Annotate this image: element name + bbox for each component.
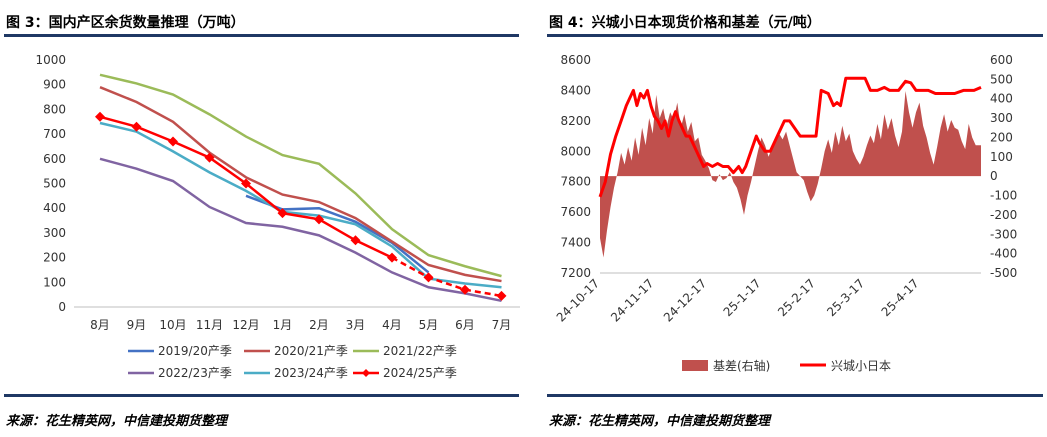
right-y-tick-label: 0 (990, 169, 998, 183)
series-marker (131, 121, 142, 132)
series-marker (168, 136, 178, 147)
legend-label: 2022/23产季 (158, 366, 232, 380)
legend-label: 2019/20产季 (158, 344, 232, 358)
y-tick-label: 1000 (35, 53, 66, 67)
x-tick-label: 8月 (90, 318, 110, 332)
series-line-dashed-5 (391, 256, 502, 298)
y-tick-label: 700 (43, 127, 66, 141)
legend-label: 2021/22产季 (383, 344, 457, 358)
series-line-4 (99, 121, 502, 289)
left-line-chart: 0 100 200 300 400 500 600 700 800 900 1000 8月 9月 10月 1… (35, 53, 520, 380)
right-y-tick-label: 400 (990, 92, 1013, 106)
y-tick-label: 400 (43, 201, 66, 215)
y-tick-label: 500 (43, 177, 66, 191)
y-tick-label: 900 (43, 78, 66, 92)
right-y-tick-label: -100 (990, 189, 1017, 203)
right-y-tick-label: -300 (990, 227, 1017, 241)
series-marker (277, 208, 288, 219)
right-y-tick-label: 200 (990, 130, 1013, 144)
x-tick-label: 24-12-17 (661, 276, 709, 324)
legend-label: 2024/25产季 (383, 366, 457, 380)
legend-label: 基差(右轴) (713, 358, 770, 373)
y-tick-label: 100 (43, 275, 66, 289)
right-y-tick-label: 600 (990, 53, 1013, 67)
x-tick-label: 3月 (346, 318, 366, 332)
right-y-tick-label: 500 (990, 72, 1013, 86)
left-y-tick-label: 7200 (560, 266, 591, 280)
x-tick-label: 7月 (492, 318, 512, 332)
series-line-1 (99, 86, 502, 283)
x-tick-label: 4月 (382, 318, 402, 332)
right-y-tick-label: -400 (990, 247, 1017, 261)
x-tick-label: 25-4-17 (879, 276, 922, 319)
x-tick-label: 25-2-17 (775, 276, 818, 319)
series-marker (95, 111, 105, 122)
left-y-tick-label: 7800 (560, 175, 591, 189)
x-tick-label: 9月 (127, 318, 147, 332)
right-combo-chart: 7200 7400 7600 7800 8000 8200 8400 8600 -500 -400… (554, 53, 1018, 373)
x-tick-label: 25-3-17 (824, 276, 867, 319)
x-tick-label: 2月 (309, 318, 329, 332)
x-tick-label: 5月 (419, 318, 439, 332)
x-tick-label: 10月 (159, 318, 186, 332)
left-y-tick-label: 8200 (560, 114, 591, 128)
series-marker (496, 290, 507, 301)
left-bottom-rule (4, 394, 519, 397)
left-y-tick-label: 8000 (560, 144, 591, 158)
legend-swatch (682, 360, 708, 371)
right-bottom-rule (547, 394, 1043, 397)
left-title-rule (4, 34, 519, 37)
series-marker (314, 214, 324, 225)
left-y-tick-label: 8600 (560, 53, 591, 67)
left-y-tick-label: 7400 (560, 236, 591, 250)
left-chart-title: 图 3：国内产区余货数量推理（万吨） (6, 15, 245, 31)
right-y-tick-label: 300 (990, 111, 1013, 125)
right-y-tick-label: -200 (990, 208, 1017, 222)
basis-area (600, 91, 981, 258)
y-tick-label: 600 (43, 152, 66, 166)
right-y-tick-label: -500 (990, 266, 1017, 280)
y-tick-label: 800 (43, 102, 66, 116)
series-marker (387, 252, 397, 263)
series-marker (204, 152, 215, 163)
x-tick-label: 24-11-17 (608, 276, 656, 324)
left-y-tick-label: 8400 (560, 83, 591, 97)
x-tick-label: 6月 (455, 318, 475, 332)
x-tick-label: 24-10-17 (554, 276, 602, 324)
series-marker (350, 235, 361, 246)
legend-label: 2023/24产季 (274, 366, 348, 380)
series-line-2 (99, 73, 502, 278)
legend-marker (362, 369, 370, 377)
right-chart-title: 图 4：兴城小日本现货价格和基差（元/吨） (549, 15, 821, 31)
y-tick-label: 300 (43, 226, 66, 240)
x-tick-label: 11月 (196, 318, 223, 332)
series-marker (460, 284, 470, 295)
x-tick-label: 1月 (273, 318, 293, 332)
y-tick-label: 200 (43, 251, 66, 265)
right-source-note: 来源：花生精英网，中信建投期货整理 (549, 414, 771, 429)
legend-label: 2020/21产季 (274, 344, 348, 358)
price-line (598, 76, 982, 198)
left-y-tick-label: 7600 (560, 205, 591, 219)
left-source-note: 来源：花生精英网，中信建投期货整理 (6, 414, 228, 429)
x-tick-label: 12月 (232, 318, 259, 332)
right-title-rule (547, 34, 1043, 37)
y-tick-label: 0 (58, 300, 66, 314)
series-marker (423, 272, 434, 283)
series-line-3 (99, 157, 502, 303)
right-y-tick-label: 100 (990, 150, 1013, 164)
x-tick-label: 25-1-17 (721, 276, 764, 319)
legend-label: 兴城小日本 (831, 359, 891, 373)
series-marker (241, 178, 251, 189)
